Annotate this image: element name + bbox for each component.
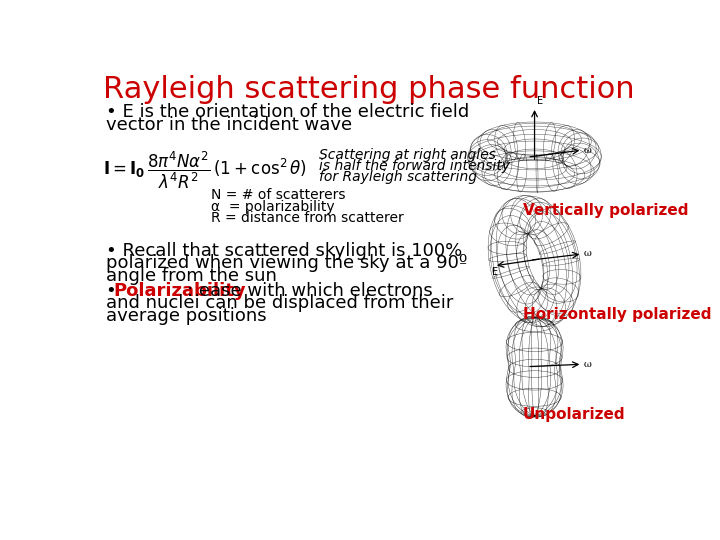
Text: ω: ω (583, 360, 591, 369)
Text: α  = polarizability: α = polarizability (211, 200, 335, 213)
Text: Polarizability: Polarizability (113, 282, 246, 300)
Text: E: E (492, 267, 498, 277)
Text: Horizontally polarized: Horizontally polarized (523, 307, 711, 321)
Text: $\mathbf{I} = \mathbf{I_0}\,\dfrac{8\pi^4 N\alpha^2}{\lambda^4 R^2}\,(1 + \cos^2: $\mathbf{I} = \mathbf{I_0}\,\dfrac{8\pi^… (102, 150, 307, 191)
Text: R = distance from scatterer: R = distance from scatterer (211, 211, 404, 225)
Text: •: • (106, 282, 122, 300)
Text: angle from the sun: angle from the sun (106, 267, 276, 285)
Text: • E is the orientation of the electric field: • E is the orientation of the electric f… (106, 103, 469, 122)
Text: for Rayleigh scattering: for Rayleigh scattering (319, 170, 477, 184)
Text: Unpolarized: Unpolarized (523, 407, 626, 422)
Text: is half the forward intensity: is half the forward intensity (319, 159, 510, 173)
Text: ω: ω (583, 146, 591, 154)
Text: • Recall that scattered skylight is 100%: • Recall that scattered skylight is 100% (106, 242, 462, 260)
Text: E: E (537, 96, 543, 106)
Text: Rayleigh scattering phase function: Rayleigh scattering phase function (103, 75, 635, 104)
Text: vector in the incident wave: vector in the incident wave (106, 116, 352, 133)
Text: Scattering at right angles: Scattering at right angles (319, 148, 496, 162)
Text: Vertically polarized: Vertically polarized (523, 202, 688, 218)
Text: average positions: average positions (106, 307, 266, 325)
Text: polarized when viewing the sky at a 90º: polarized when viewing the sky at a 90º (106, 254, 467, 272)
Text: : ease with which electrons: : ease with which electrons (187, 282, 433, 300)
Text: N = # of scatterers: N = # of scatterers (211, 188, 346, 202)
Text: and nuclei can be displaced from their: and nuclei can be displaced from their (106, 294, 453, 312)
Text: ω: ω (583, 249, 591, 259)
